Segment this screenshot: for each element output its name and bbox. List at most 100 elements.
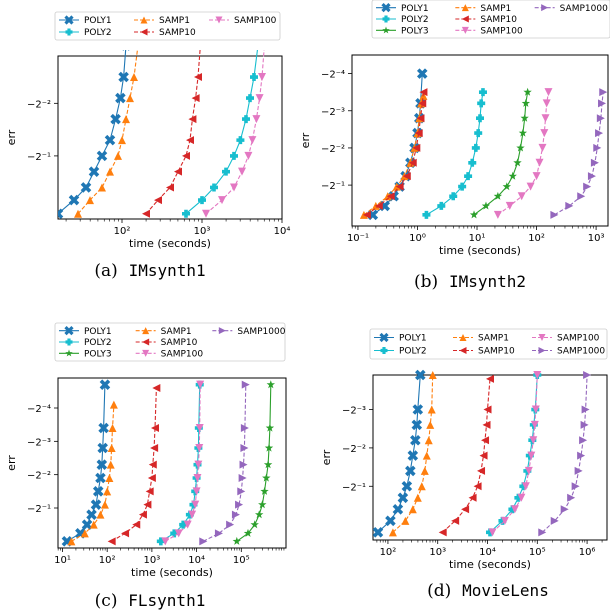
series-samp10 [438, 374, 494, 537]
data-point [246, 94, 254, 103]
data-point [437, 201, 446, 210]
x-axis-label: time (seconds) [449, 558, 531, 571]
data-point [411, 419, 423, 431]
series-line [366, 92, 424, 216]
legend-label: SAMP10 [480, 15, 517, 25]
data-point [126, 94, 134, 103]
data-point [243, 528, 253, 537]
plot-frame [372, 374, 608, 541]
data-point [526, 182, 535, 191]
data-point [226, 520, 235, 529]
data-point [395, 182, 404, 191]
data-point [183, 520, 192, 529]
data-point [166, 183, 174, 192]
data-point [86, 509, 97, 520]
data-point [388, 528, 397, 537]
legend-label: SAMP10 [161, 338, 198, 348]
data-point [236, 136, 245, 145]
data-point [198, 196, 206, 205]
data-point [416, 114, 425, 123]
series-poly3 [232, 380, 275, 545]
legend-label: SAMP100 [557, 334, 600, 344]
legend-label: SAMP100 [234, 16, 277, 26]
data-point [255, 510, 264, 519]
data-point [258, 73, 266, 82]
data-point [560, 505, 569, 514]
data-point [587, 172, 596, 181]
series-line [473, 92, 529, 216]
data-point [143, 500, 152, 509]
legend-label: SAMP1 [480, 4, 511, 14]
y-tick-label: −2⁻² [321, 144, 345, 155]
data-point [147, 474, 156, 482]
data-point [392, 504, 404, 515]
data-point [96, 150, 108, 162]
legend-label: SAMP1000 [560, 4, 608, 14]
data-point [481, 201, 491, 210]
data-point [148, 460, 157, 469]
data-point [260, 41, 268, 49]
data-point [420, 466, 429, 475]
legend-box [369, 328, 608, 360]
data-point [482, 420, 491, 429]
series-samp100 [488, 371, 542, 537]
x-tick-label: 10² [528, 233, 545, 244]
data-point [408, 505, 417, 514]
chart-panel-imsynth2: 10⁻¹ 10⁰ 10¹ 10² 10³ −2⁻¹ −2⁻² −2⁻³ −2⁻⁴ time (se… [299, 0, 610, 292]
x-axis-label: time (seconds) [129, 237, 211, 250]
legend-label: POLY1 [84, 16, 112, 26]
legend-label: SAMP1 [161, 327, 192, 337]
x-tick-label: 10³ [429, 547, 446, 558]
data-point [231, 510, 240, 519]
data-point [250, 73, 258, 82]
chart-panel-movielens: 10² 10³ 10⁴ 10⁵ 10⁶ −2⁻¹ −2⁻² −2⁻³ time (seconds… [320, 328, 608, 601]
y-tick-label: −2⁻² [342, 444, 366, 455]
legend-label: SAMP100 [161, 350, 204, 360]
data-point [408, 158, 417, 167]
data-point [74, 209, 82, 218]
data-point [118, 71, 129, 83]
data-point [474, 129, 483, 138]
data-point [538, 143, 547, 152]
data-point [538, 528, 547, 537]
data-point [401, 516, 410, 525]
series-line [71, 404, 115, 542]
data-point [108, 424, 117, 432]
data-point [464, 172, 473, 181]
series-samp10 [142, 50, 202, 218]
series-poly1 [58, 50, 130, 220]
y-tick-label: −2⁻¹ [321, 181, 345, 192]
data-point [130, 73, 138, 82]
data-point [174, 167, 182, 176]
data-point [513, 158, 522, 167]
data-point [248, 136, 257, 145]
data-point [518, 128, 527, 137]
x-tick-label: 10¹ [54, 555, 71, 566]
data-point [405, 465, 416, 477]
data-point [422, 451, 431, 460]
series-line [363, 95, 424, 216]
data-point [461, 505, 470, 514]
x-tick-label: 10⁵ [529, 547, 546, 558]
data-point [580, 420, 589, 429]
data-point [407, 450, 419, 461]
data-point [242, 115, 250, 124]
x-tick-label: 10⁰ [409, 233, 426, 244]
legend-marker [64, 326, 74, 336]
y-tick-label: −2⁻³ [342, 406, 366, 417]
data-point [540, 129, 549, 138]
data-point [493, 210, 502, 219]
data-point [238, 167, 246, 176]
legend-marker [461, 26, 469, 34]
data-point [194, 73, 202, 82]
data-point [481, 436, 490, 445]
y-tick-label: −2⁻³ [321, 107, 345, 118]
data-point [265, 423, 275, 432]
legend-label: POLY1 [84, 327, 112, 337]
data-point [80, 529, 89, 538]
data-point [428, 371, 437, 379]
data-point [237, 487, 246, 496]
data-point [266, 380, 275, 389]
data-point [577, 192, 586, 201]
